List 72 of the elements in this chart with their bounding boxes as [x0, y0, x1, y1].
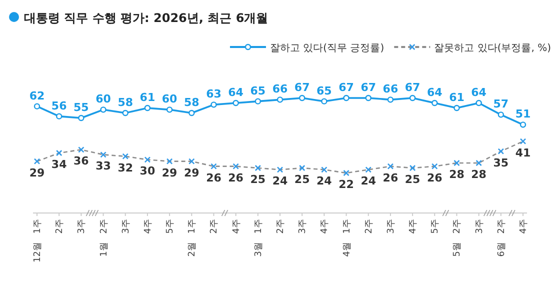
data-label: 58 — [184, 96, 200, 109]
data-label: 67 — [360, 81, 376, 94]
point — [276, 96, 284, 103]
point — [232, 100, 239, 106]
data-label: 25 — [294, 173, 310, 186]
data-label: 26 — [228, 171, 244, 184]
point — [254, 98, 262, 104]
data-label: 57 — [493, 98, 509, 111]
point — [100, 106, 106, 113]
data-label: 24 — [272, 174, 288, 188]
data-label: 33 — [96, 160, 111, 173]
data-label: 35 — [493, 156, 509, 170]
data-label: 61 — [140, 91, 156, 104]
data-label: 62 — [29, 89, 45, 102]
data-label: 34 — [51, 158, 68, 171]
point — [454, 104, 460, 112]
data-label: 65 — [250, 84, 266, 98]
point — [56, 113, 62, 120]
point — [520, 122, 526, 128]
point — [78, 114, 84, 122]
data-label: 25 — [250, 173, 266, 186]
data-label: 60 — [96, 92, 112, 106]
chart-title: 대통령 직무 수행 평가: 2026년, 최근 6개월 — [24, 11, 268, 25]
point — [409, 94, 416, 102]
data-label: 29 — [184, 166, 200, 180]
point — [343, 94, 350, 102]
data-label: 67 — [294, 81, 310, 94]
data-label: 24 — [316, 174, 332, 188]
data-label: 36 — [74, 154, 90, 168]
data-label: 26 — [206, 171, 222, 184]
data-label: 64 — [426, 86, 443, 99]
data-label: 28 — [471, 168, 486, 181]
data-label: 32 — [118, 161, 134, 174]
data-label: 67 — [404, 81, 420, 94]
point — [321, 98, 328, 104]
point — [188, 110, 195, 116]
data-label: 51 — [515, 108, 531, 121]
data-label: 55 — [74, 101, 89, 114]
legend-label: 잘못하고 있다(부정률, %) — [434, 43, 552, 54]
point — [387, 96, 394, 103]
data-label: 29 — [162, 166, 178, 180]
data-label: 26 — [382, 171, 398, 184]
point — [144, 104, 151, 112]
data-label: 25 — [404, 173, 420, 186]
data-label: 29 — [29, 166, 45, 180]
data-label: 61 — [449, 91, 464, 104]
point — [298, 94, 306, 102]
legend-label: 잘하고 있다(직무 긍정률) — [270, 43, 384, 54]
point — [432, 100, 438, 106]
data-label: 63 — [206, 88, 222, 101]
data-label: 24 — [360, 174, 376, 188]
data-label: 30 — [140, 164, 156, 178]
data-label: 56 — [51, 99, 68, 112]
data-label: 64 — [471, 86, 487, 99]
data-label: 64 — [228, 86, 244, 99]
data-label: 66 — [272, 82, 288, 96]
point — [498, 112, 504, 118]
point — [122, 110, 128, 116]
data-label: 66 — [382, 82, 398, 96]
data-label: 67 — [338, 81, 354, 94]
point — [210, 102, 217, 108]
point — [476, 100, 482, 106]
data-label: 28 — [449, 168, 464, 181]
data-label: 41 — [515, 146, 531, 160]
data-label: 65 — [316, 84, 332, 98]
data-label: 58 — [118, 96, 134, 109]
data-label: 22 — [338, 178, 354, 191]
point — [166, 106, 173, 113]
data-label: 60 — [162, 92, 178, 106]
data-label: 26 — [426, 171, 443, 184]
point — [34, 103, 40, 110]
point — [365, 94, 372, 102]
